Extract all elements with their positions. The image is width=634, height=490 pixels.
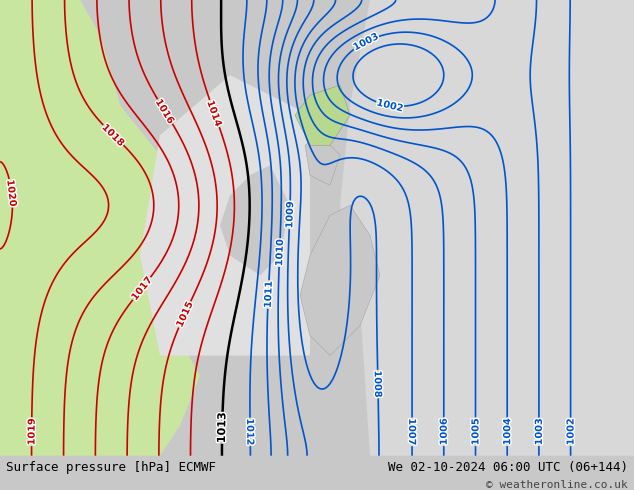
Text: 1003: 1003: [534, 418, 544, 445]
Text: 1017: 1017: [129, 275, 154, 302]
Text: Surface pressure [hPa] ECMWF: Surface pressure [hPa] ECMWF: [6, 461, 216, 474]
Polygon shape: [305, 135, 340, 185]
Text: 1020: 1020: [5, 179, 18, 207]
Text: 1010: 1010: [274, 239, 285, 267]
Text: 1016: 1016: [153, 97, 176, 125]
Text: 1007: 1007: [407, 418, 417, 445]
Text: We 02-10-2024 06:00 UTC (06+144): We 02-10-2024 06:00 UTC (06+144): [387, 461, 628, 474]
Text: 1004: 1004: [502, 418, 512, 445]
Text: 1005: 1005: [470, 418, 481, 445]
Text: 1013: 1013: [217, 413, 228, 443]
Polygon shape: [300, 205, 380, 356]
Text: 1015: 1015: [174, 300, 195, 329]
Text: 1012: 1012: [245, 418, 256, 445]
Text: 1009: 1009: [284, 201, 295, 228]
Polygon shape: [140, 75, 310, 356]
Text: 1002: 1002: [376, 98, 404, 114]
Text: 1014: 1014: [205, 99, 224, 128]
Text: 1002: 1002: [566, 418, 576, 445]
Text: 1018: 1018: [100, 122, 126, 148]
Polygon shape: [340, 0, 634, 456]
Polygon shape: [220, 165, 290, 275]
Polygon shape: [0, 0, 120, 205]
Text: 1011: 1011: [262, 281, 274, 308]
Text: 1008: 1008: [373, 370, 383, 398]
Polygon shape: [0, 0, 200, 456]
Text: 1003: 1003: [351, 31, 380, 52]
Polygon shape: [295, 85, 350, 145]
Text: 1019: 1019: [27, 418, 37, 445]
Text: 1006: 1006: [439, 418, 449, 445]
Text: © weatheronline.co.uk: © weatheronline.co.uk: [486, 480, 628, 490]
